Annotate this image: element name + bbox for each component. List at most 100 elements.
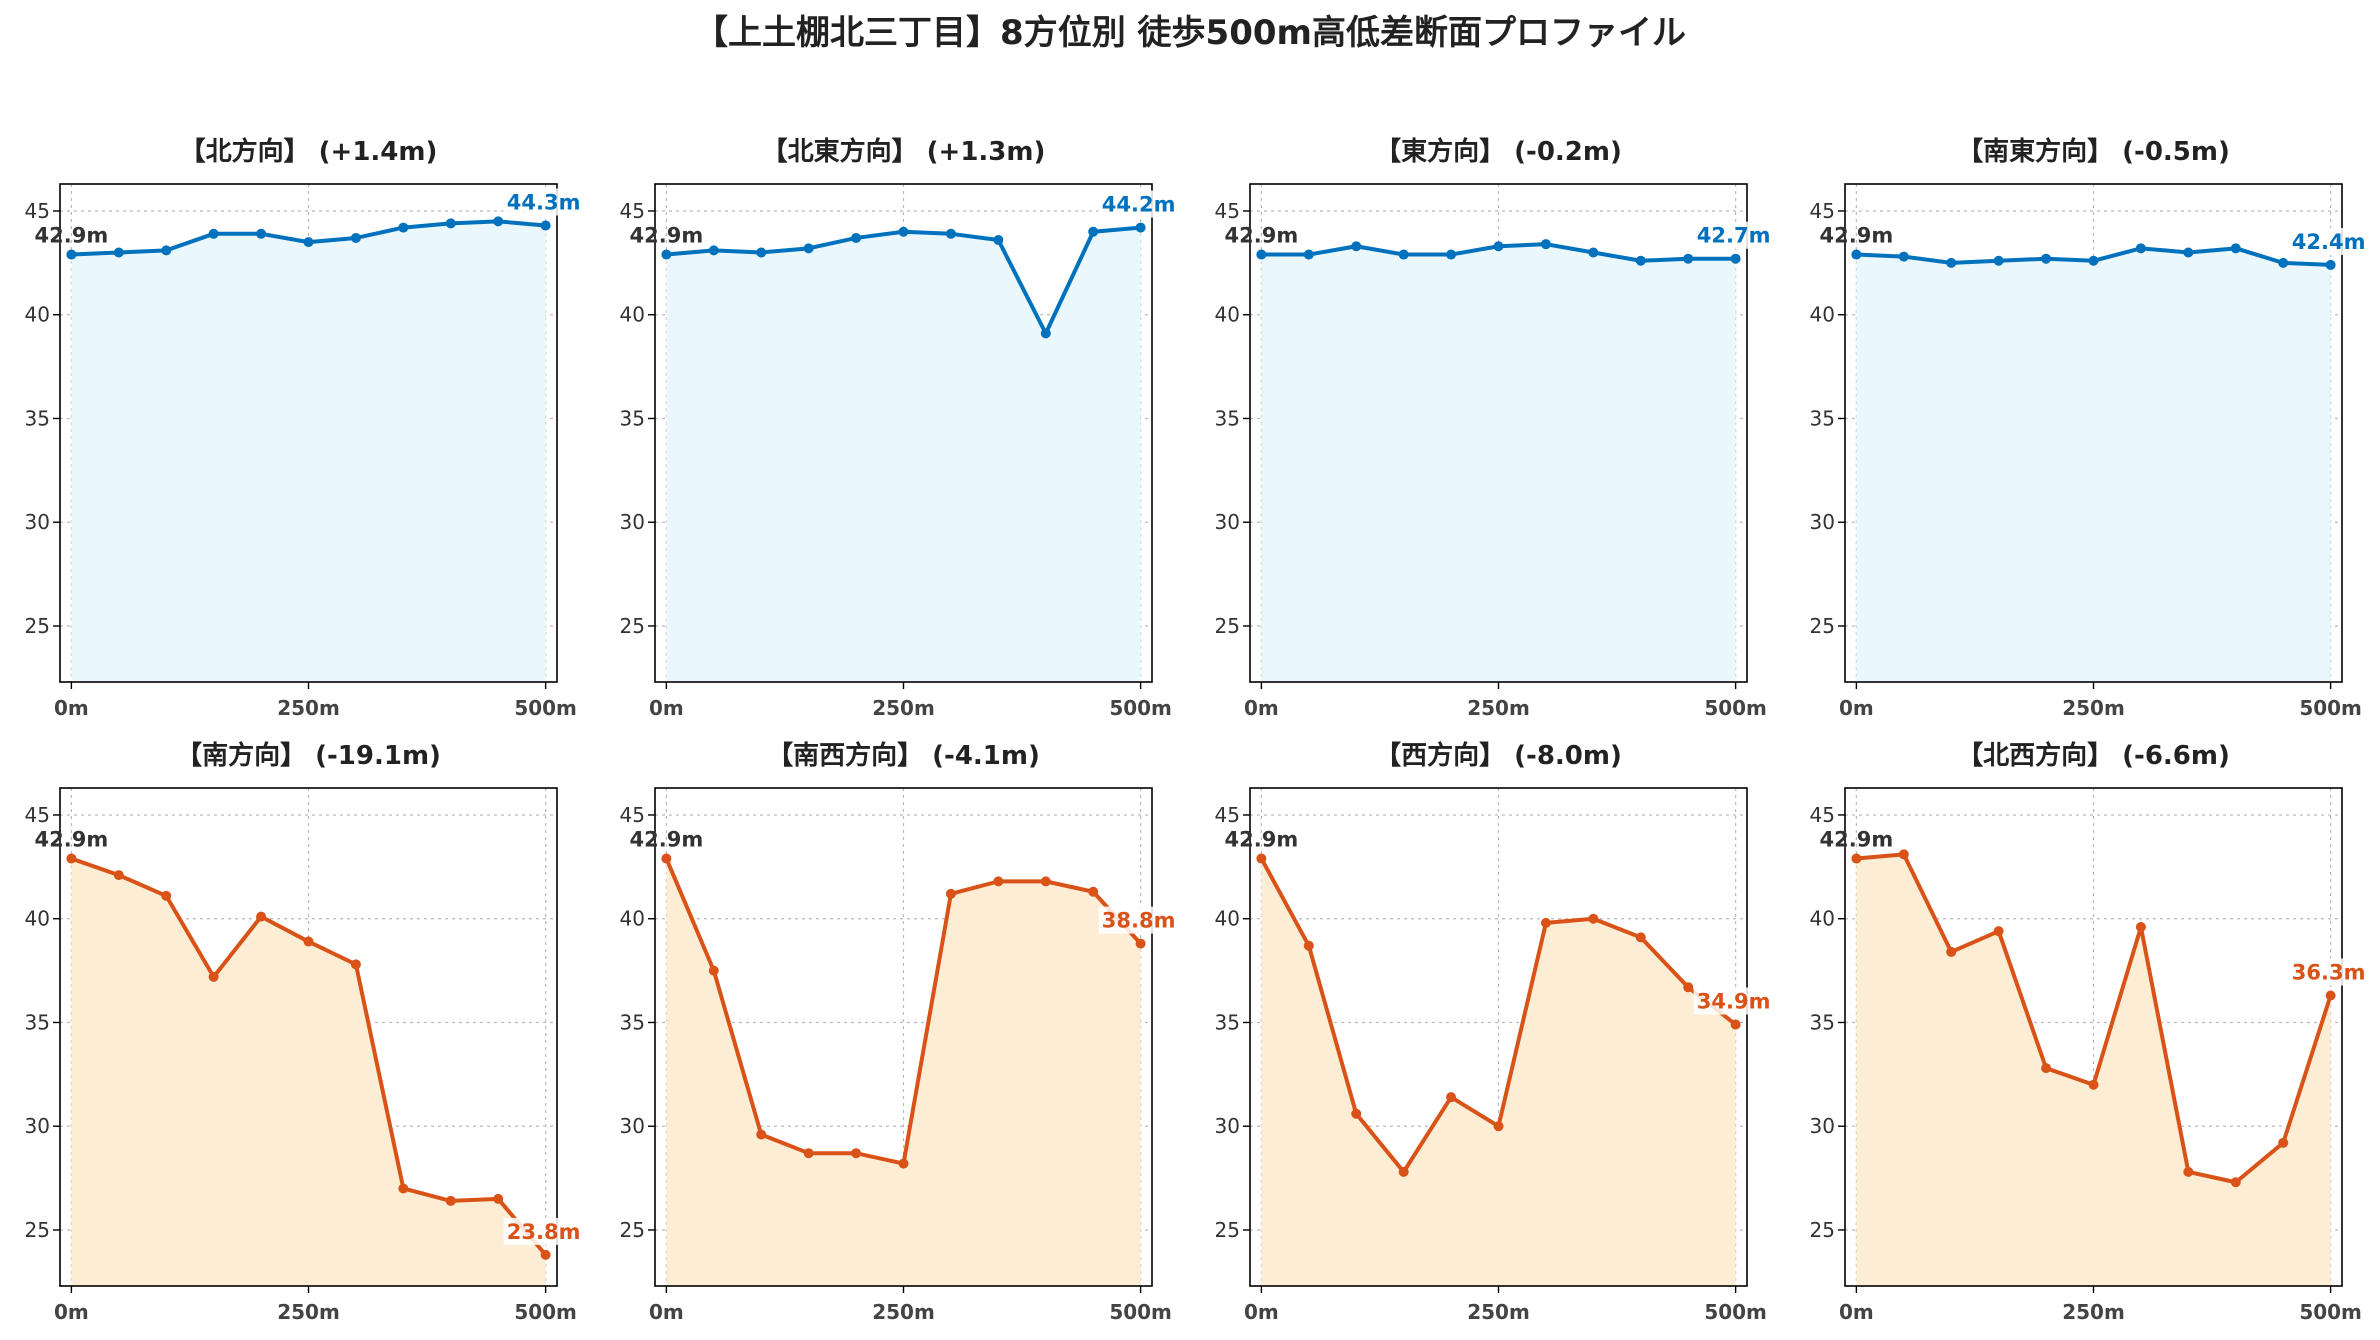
data-point <box>398 222 409 233</box>
data-point <box>756 1129 767 1140</box>
data-point <box>1946 257 1957 268</box>
start-elevation-label: 42.9m <box>630 224 704 248</box>
panel-title: 【西方向】 (-8.0m) <box>1375 740 1622 771</box>
y-tick-label: 25 <box>620 1218 645 1242</box>
panel-title: 【北西方向】 (-6.6m) <box>1957 740 2230 771</box>
data-point <box>1993 255 2004 266</box>
data-point <box>303 237 314 248</box>
data-point <box>1256 249 1267 260</box>
end-elevation-label: 42.4m <box>2292 230 2366 254</box>
start-elevation-label: 42.9m <box>35 828 109 852</box>
y-tick-label: 40 <box>1810 303 1835 327</box>
profile-panel: 【南東方向】 (-0.5m) 25 30 35 40 45 0m 250m 500m 42.9m 4… <box>1810 136 2369 720</box>
data-point <box>2230 1177 2241 1188</box>
data-point <box>113 870 124 881</box>
data-point <box>1730 253 1741 264</box>
data-point <box>66 249 77 260</box>
start-elevation-label: 42.9m <box>630 828 704 852</box>
data-point <box>803 243 814 254</box>
profile-panel: 【東方向】 (-0.2m) 25 30 35 40 45 0m 250m 500m 42.9m 42… <box>1215 136 1774 720</box>
data-point <box>1635 932 1646 943</box>
profile-panel: 【北西方向】 (-6.6m) 25 30 35 40 45 0m 250m 500m 42.9m 3… <box>1810 740 2369 1324</box>
data-point <box>1493 241 1504 252</box>
y-tick-label: 40 <box>620 907 645 931</box>
data-point <box>2088 1079 2099 1090</box>
data-point <box>540 1249 551 1260</box>
data-point <box>493 216 504 227</box>
y-tick-label: 35 <box>1215 1010 1240 1034</box>
end-elevation-label: 44.2m <box>1102 193 1176 217</box>
y-tick-label: 30 <box>1810 510 1835 534</box>
data-point <box>708 965 719 976</box>
data-point <box>208 971 219 982</box>
x-tick-label: 250m <box>1467 1300 1530 1324</box>
area-fill <box>666 227 1141 682</box>
data-point <box>2183 247 2194 258</box>
y-tick-label: 40 <box>1215 303 1240 327</box>
x-tick-label: 250m <box>1467 696 1530 720</box>
y-tick-label: 40 <box>1215 907 1240 931</box>
data-point <box>2041 253 2052 264</box>
y-tick-label: 30 <box>1810 1114 1835 1138</box>
data-point <box>208 228 219 239</box>
end-elevation-label: 42.7m <box>1697 224 1771 248</box>
x-tick-label: 0m <box>1244 696 1279 720</box>
y-tick-label: 35 <box>620 406 645 430</box>
data-point <box>1088 226 1099 237</box>
data-point <box>851 232 862 243</box>
data-point <box>1040 328 1051 339</box>
data-point <box>1683 253 1694 264</box>
y-tick-label: 45 <box>25 199 50 223</box>
data-point <box>113 247 124 258</box>
area-fill <box>1261 858 1736 1286</box>
data-point <box>1303 940 1314 951</box>
y-tick-label: 45 <box>1215 803 1240 827</box>
end-label-background <box>2288 227 2369 255</box>
data-point <box>445 1195 456 1206</box>
data-point <box>945 888 956 899</box>
area-fill <box>666 858 1141 1286</box>
data-point <box>1351 1108 1362 1119</box>
profile-panel: 【北方向】 (+1.4m) 25 30 35 40 45 0m 250m 500m 42.9m 44… <box>25 136 584 720</box>
data-point <box>756 247 767 258</box>
data-point <box>1040 876 1051 887</box>
y-tick-label: 25 <box>25 614 50 638</box>
end-label-background <box>2288 958 2369 986</box>
profile-panel: 【西方向】 (-8.0m) 25 30 35 40 45 0m 250m 500m 42.9m 34… <box>1215 740 1774 1324</box>
y-tick-label: 25 <box>1215 614 1240 638</box>
data-point <box>2325 990 2336 1001</box>
data-point <box>1493 1121 1504 1132</box>
x-tick-label: 0m <box>54 1300 89 1324</box>
start-elevation-label: 42.9m <box>35 224 109 248</box>
x-tick-label: 250m <box>872 696 935 720</box>
profile-panel: 【南方向】 (-19.1m) 25 30 35 40 45 0m 250m 500m 42.9m 2… <box>25 740 584 1324</box>
panel-title: 【東方向】 (-0.2m) <box>1375 136 1622 167</box>
data-point <box>1351 241 1362 252</box>
x-tick-label: 500m <box>1704 1300 1767 1324</box>
y-tick-label: 40 <box>620 303 645 327</box>
x-tick-label: 250m <box>277 1300 340 1324</box>
x-tick-label: 250m <box>2062 696 2125 720</box>
data-point <box>2278 257 2289 268</box>
y-tick-label: 25 <box>620 614 645 638</box>
end-elevation-label: 38.8m <box>1102 909 1176 933</box>
x-tick-label: 500m <box>2299 696 2362 720</box>
end-elevation-label: 44.3m <box>507 191 581 215</box>
data-point <box>1851 853 1862 864</box>
x-tick-label: 0m <box>1839 1300 1874 1324</box>
data-point <box>1946 946 1957 957</box>
data-point <box>350 959 361 970</box>
panel-title: 【北東方向】 (+1.3m) <box>762 136 1046 167</box>
data-point <box>661 853 672 864</box>
end-label-background <box>1693 987 1774 1015</box>
data-point <box>1898 251 1909 262</box>
x-tick-label: 500m <box>1109 696 1172 720</box>
data-point <box>1540 917 1551 928</box>
data-point <box>161 890 172 901</box>
data-point <box>1635 255 1646 266</box>
start-elevation-label: 42.9m <box>1225 224 1299 248</box>
panel-title: 【南東方向】 (-0.5m) <box>1957 136 2230 167</box>
y-tick-label: 40 <box>25 303 50 327</box>
